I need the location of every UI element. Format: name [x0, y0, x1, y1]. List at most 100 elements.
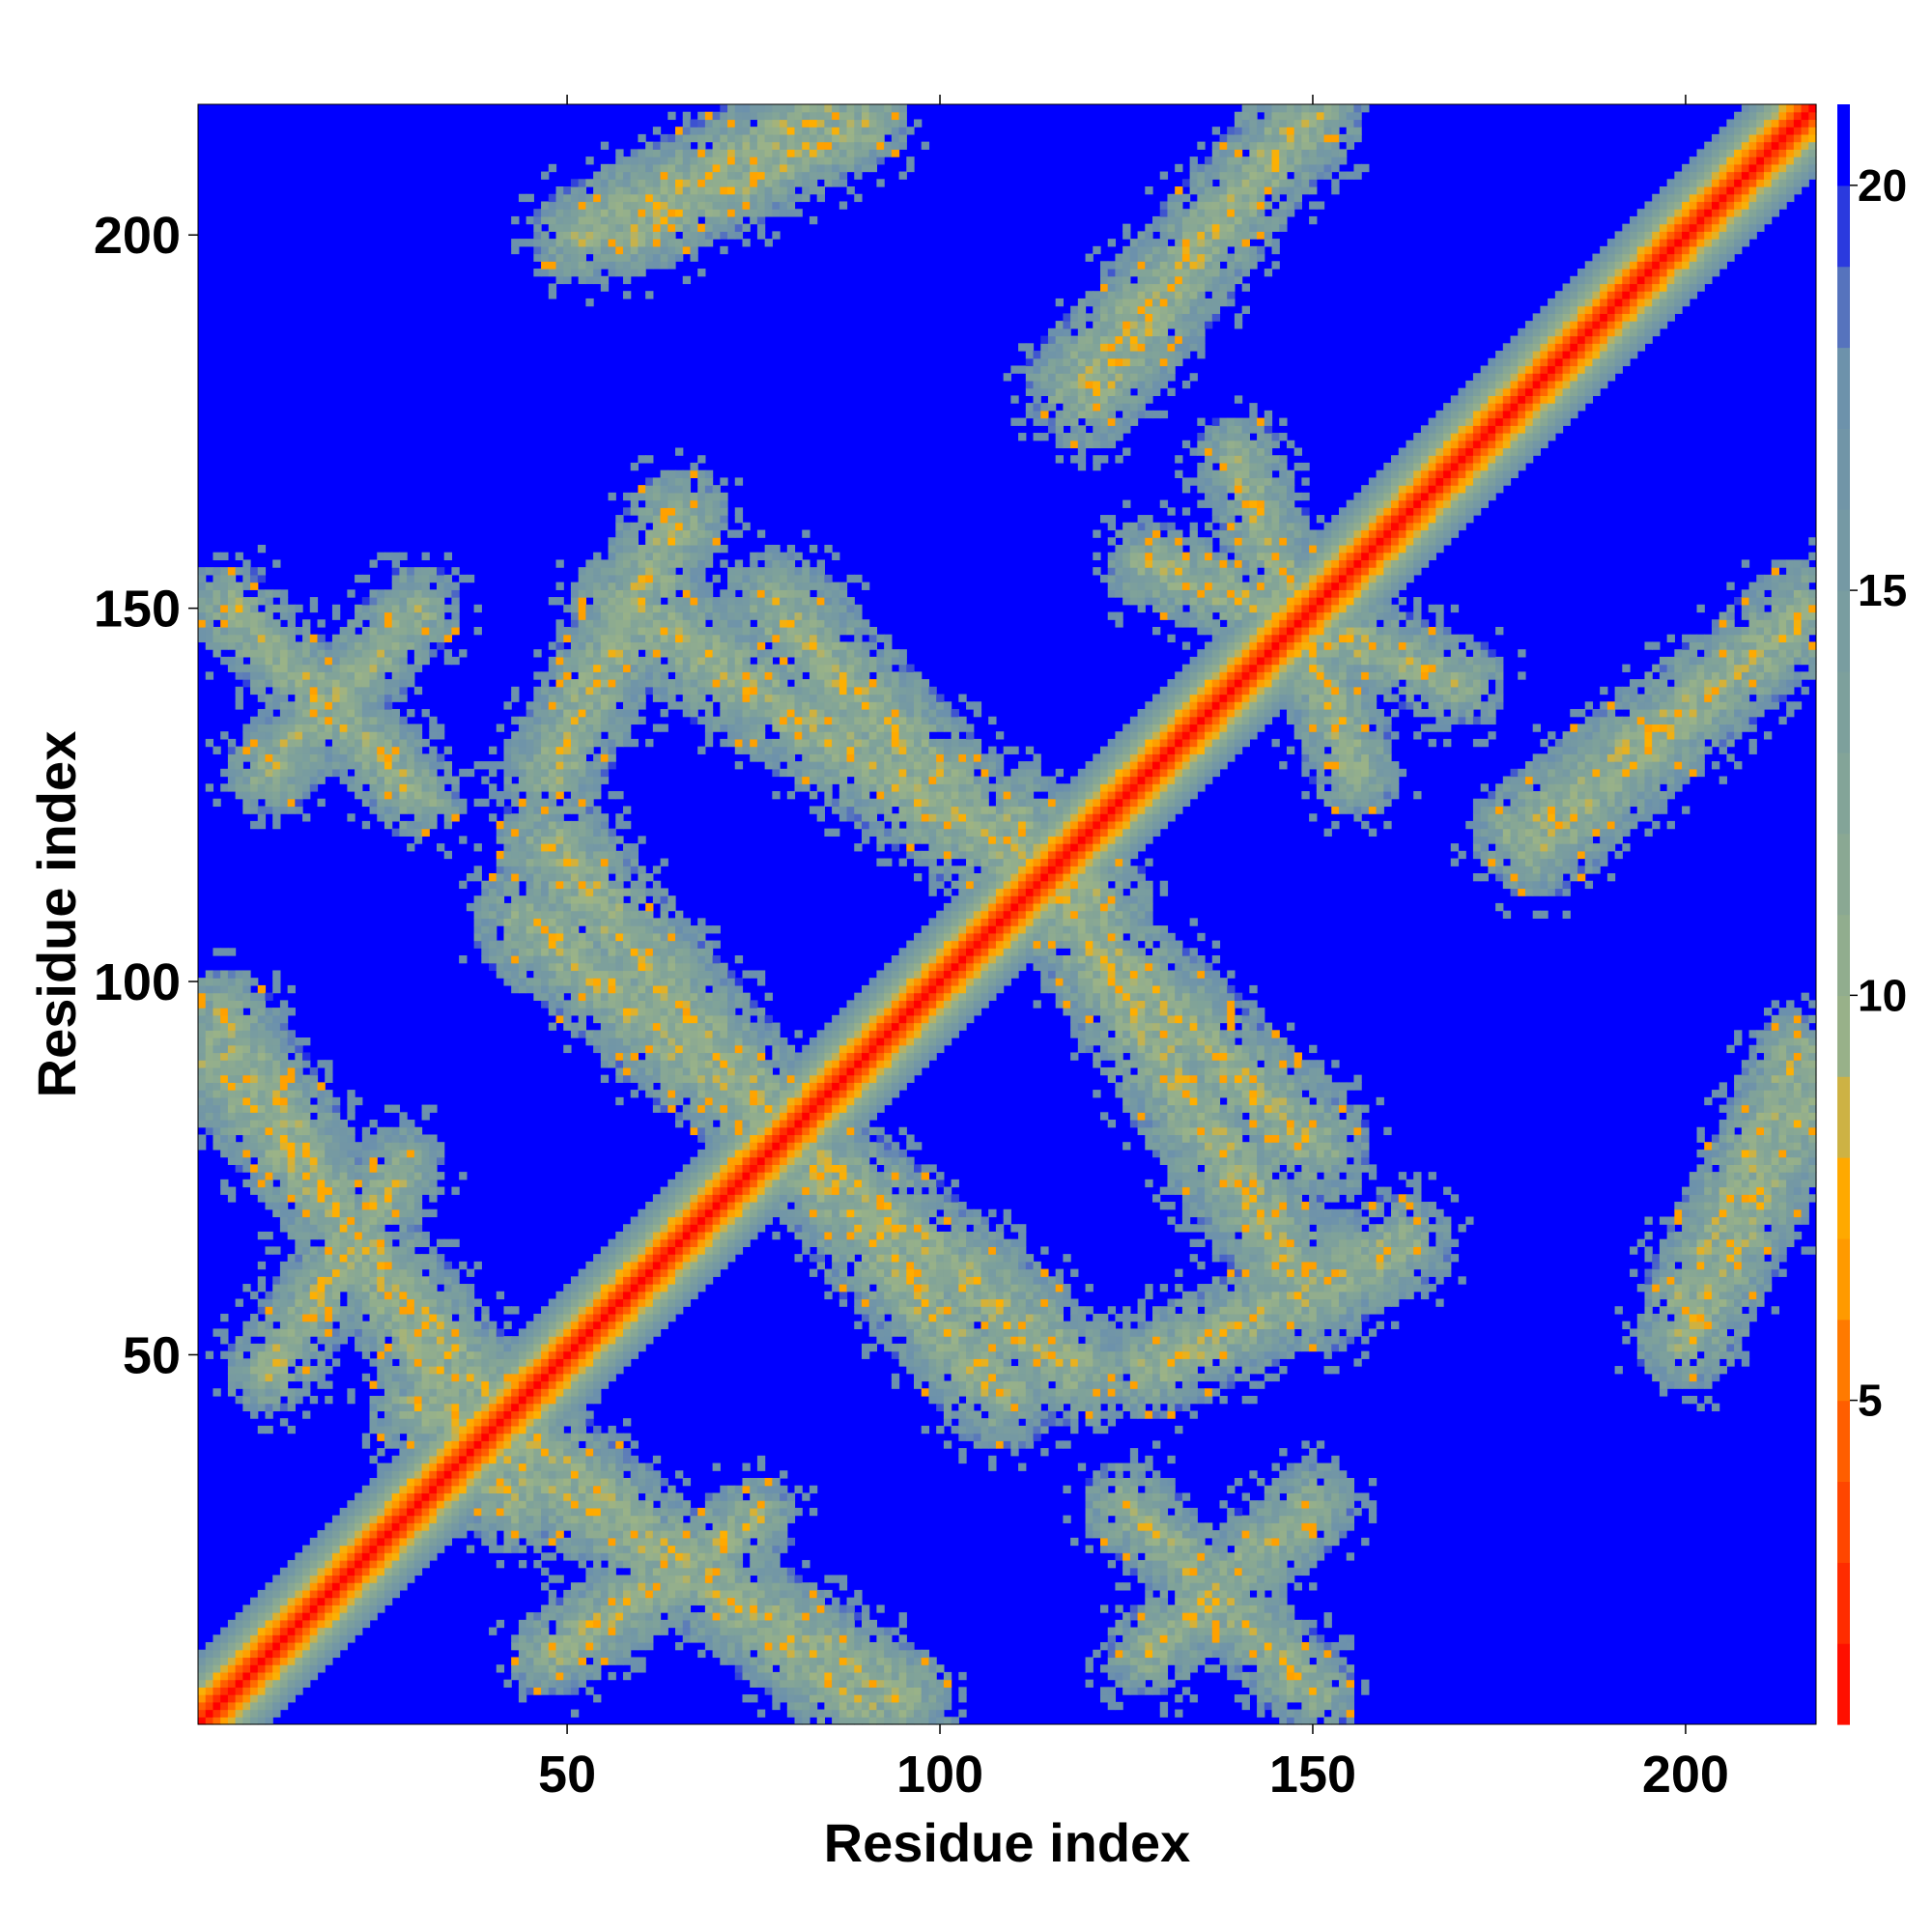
heatmap-cell [242, 738, 251, 748]
heatmap-cell [622, 567, 632, 576]
heatmap-cell [459, 1172, 468, 1180]
heatmap-cell [250, 1358, 259, 1367]
heatmap-cell [570, 1619, 580, 1629]
heatmap-cell [555, 1366, 564, 1375]
heatmap-cell [265, 1120, 273, 1128]
heatmap-cell [407, 1448, 415, 1457]
heatmap-cell [600, 1485, 610, 1494]
heatmap-cell [242, 1104, 251, 1113]
heatmap-cell [279, 1022, 289, 1031]
heatmap-cell [369, 1343, 378, 1352]
heatmap-cell [287, 686, 296, 696]
heatmap-cell [437, 1395, 445, 1405]
heatmap-cell [265, 716, 273, 725]
heatmap-cell [622, 701, 632, 710]
heatmap-cell [355, 1208, 363, 1218]
heatmap-cell [227, 1687, 237, 1695]
heatmap-cell [451, 1470, 460, 1479]
heatmap-cell [302, 1037, 311, 1046]
heatmap-cell [459, 1410, 468, 1419]
heatmap-cell [198, 597, 207, 606]
heatmap-cell [541, 820, 550, 830]
heatmap-cell [287, 1306, 296, 1315]
heatmap-cell [608, 724, 616, 732]
heatmap-cell [287, 1619, 296, 1629]
heatmap-cell [526, 948, 534, 956]
heatmap-cell [355, 753, 363, 762]
heatmap-cell [205, 1090, 214, 1098]
heatmap-cell [466, 1418, 475, 1427]
heatmap-cell [399, 1179, 408, 1188]
heatmap-cell [578, 1605, 586, 1613]
heatmap-cell [220, 1134, 229, 1143]
heatmap-cell [466, 1350, 475, 1359]
heatmap-cell [369, 1410, 378, 1419]
heatmap-cell [429, 1545, 438, 1553]
heatmap-cell [622, 1321, 632, 1330]
heatmap-cell [585, 888, 594, 896]
heatmap-cell [309, 1104, 319, 1113]
heatmap-cell [585, 940, 594, 949]
heatmap-cell [466, 1470, 475, 1479]
heatmap-cell [608, 932, 616, 942]
heatmap-cell [608, 1552, 616, 1561]
heatmap-cell [533, 1366, 542, 1375]
heatmap-cell [331, 768, 341, 778]
heatmap-cell [279, 686, 289, 696]
heatmap-cell [361, 671, 371, 680]
heatmap-cell [563, 604, 572, 613]
heatmap-cell [325, 1149, 333, 1158]
heatmap-cell [593, 1284, 602, 1293]
heatmap-cell [361, 1126, 371, 1136]
heatmap-cell [511, 1433, 520, 1441]
heatmap-cell [391, 649, 401, 658]
heatmap-cell [250, 776, 259, 784]
heatmap-cell [511, 1388, 520, 1397]
heatmap-cell [437, 790, 445, 800]
heatmap-cell [615, 223, 624, 232]
heatmap-cell [235, 768, 243, 778]
heatmap-cell [585, 895, 594, 904]
heatmap-cell [615, 895, 624, 904]
heatmap-cell [555, 1350, 564, 1359]
heatmap-cell [331, 1589, 341, 1599]
heatmap-cell [473, 843, 482, 852]
heatmap-cell [615, 1276, 624, 1285]
heatmap-cell [384, 768, 393, 778]
heatmap-cell [302, 1619, 311, 1629]
heatmap-cell [220, 574, 229, 583]
heatmap-cell [548, 1336, 557, 1345]
heatmap-cell [578, 1030, 586, 1038]
heatmap-cell [220, 1671, 229, 1681]
heatmap-cell [317, 1559, 326, 1569]
heatmap-cell [578, 1000, 586, 1009]
heatmap-cell [541, 768, 550, 778]
heatmap-cell [384, 1477, 393, 1487]
heatmap-cell [413, 1418, 423, 1427]
heatmap-cell [407, 1537, 415, 1547]
heatmap-cell [541, 716, 550, 725]
heatmap-cell [317, 1619, 326, 1629]
heatmap-cell [555, 918, 564, 926]
heatmap-cell [198, 1671, 207, 1681]
heatmap-cell [242, 626, 251, 636]
heatmap-cell [526, 776, 534, 784]
heatmap-cell [331, 1552, 341, 1561]
heatmap-cell [622, 626, 632, 636]
heatmap-cell [563, 1440, 572, 1449]
heatmap-cell [220, 1649, 229, 1659]
heatmap-cell [615, 1022, 624, 1031]
heatmap-cell [429, 597, 438, 606]
heatmap-cell [384, 1597, 393, 1605]
heatmap-cell [600, 1589, 610, 1599]
heatmap-cell [533, 925, 542, 934]
heatmap-cell [608, 656, 616, 666]
heatmap-cell [526, 1388, 534, 1397]
heatmap-cell [235, 1366, 243, 1375]
heatmap-cell [355, 1216, 363, 1225]
heatmap-cell [205, 1014, 214, 1024]
heatmap-cell [407, 1395, 415, 1405]
heatmap-cell [526, 984, 534, 994]
heatmap-cell [622, 179, 632, 187]
heatmap-cell [593, 1321, 602, 1330]
